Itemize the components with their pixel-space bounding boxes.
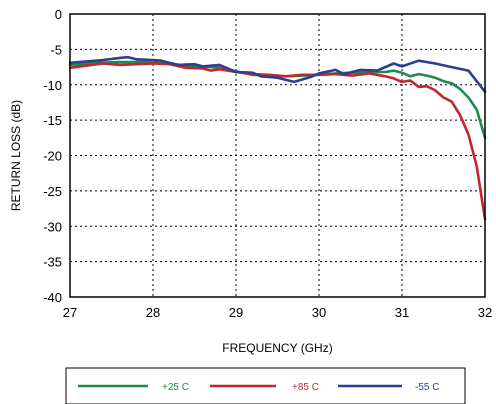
y-tick-label: -20 — [43, 149, 62, 164]
x-tick-label: 32 — [478, 305, 492, 320]
series-layer — [68, 55, 487, 221]
legend-label: +25 C — [162, 382, 189, 393]
x-tick-label: 29 — [229, 305, 243, 320]
y-tick-label: -25 — [43, 184, 62, 199]
x-tick-label: 30 — [312, 305, 326, 320]
x-tick-label: 28 — [146, 305, 160, 320]
series-line-25-c — [68, 60, 487, 140]
legend-label: +85 C — [292, 382, 319, 393]
x-tick-label: 27 — [63, 305, 77, 320]
grid-lines — [70, 14, 485, 297]
legend-label: -55 C — [415, 382, 439, 393]
series-line-55-c — [68, 55, 487, 94]
series-line-85-c — [68, 62, 487, 221]
legend: +25 C +85 C -55 C — [65, 367, 466, 404]
x-tick-label: 31 — [395, 305, 409, 320]
y-tick-label: -30 — [43, 219, 62, 234]
x-axis-title: FREQUENCY (GHz) — [222, 341, 332, 355]
plot-frame — [69, 13, 486, 298]
y-tick-label: 0 — [55, 7, 62, 22]
y-tick-label: -5 — [50, 42, 62, 57]
y-axis-title: RETURN LOSS (dB) — [9, 100, 23, 211]
y-tick-label: -10 — [43, 78, 62, 93]
y-tick-label: -40 — [43, 290, 62, 305]
y-tick-label: -35 — [43, 255, 62, 270]
y-tick-labels: 0 -5 -10 -15 -20 -25 -30 -35 -40 — [43, 7, 62, 305]
x-tick-labels: 27 28 29 30 31 32 — [63, 305, 492, 320]
y-tick-label: -15 — [43, 113, 62, 128]
